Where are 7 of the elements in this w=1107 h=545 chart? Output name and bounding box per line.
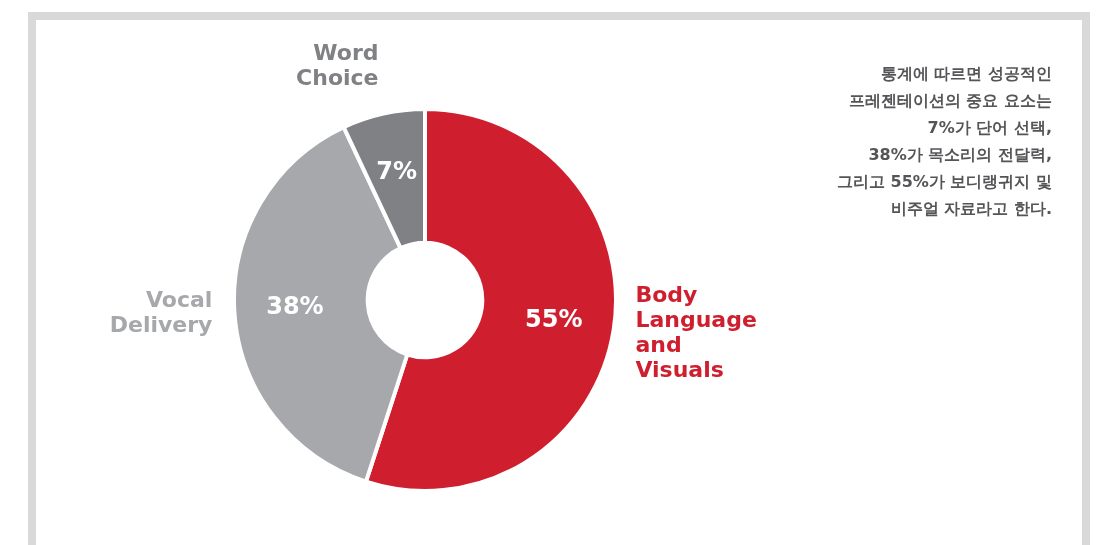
data-label: 38% <box>266 292 324 321</box>
slice-label: Word Choice <box>296 40 379 91</box>
slice-label: Body Language and Visuals <box>635 281 757 382</box>
text: 통계에 따르면 성공적인 프레젠테이션의 중요 요소는 7%가 단어 선택, 38%가 목소리의 전달력, 그리고 55%가 보디랭귀지 및 비주얼 자료라고 한다. <box>836 63 1052 220</box>
data-label: 7% <box>376 157 417 186</box>
slice-label: Vocal Delivery <box>109 286 213 337</box>
data-label: 55% <box>525 304 583 333</box>
